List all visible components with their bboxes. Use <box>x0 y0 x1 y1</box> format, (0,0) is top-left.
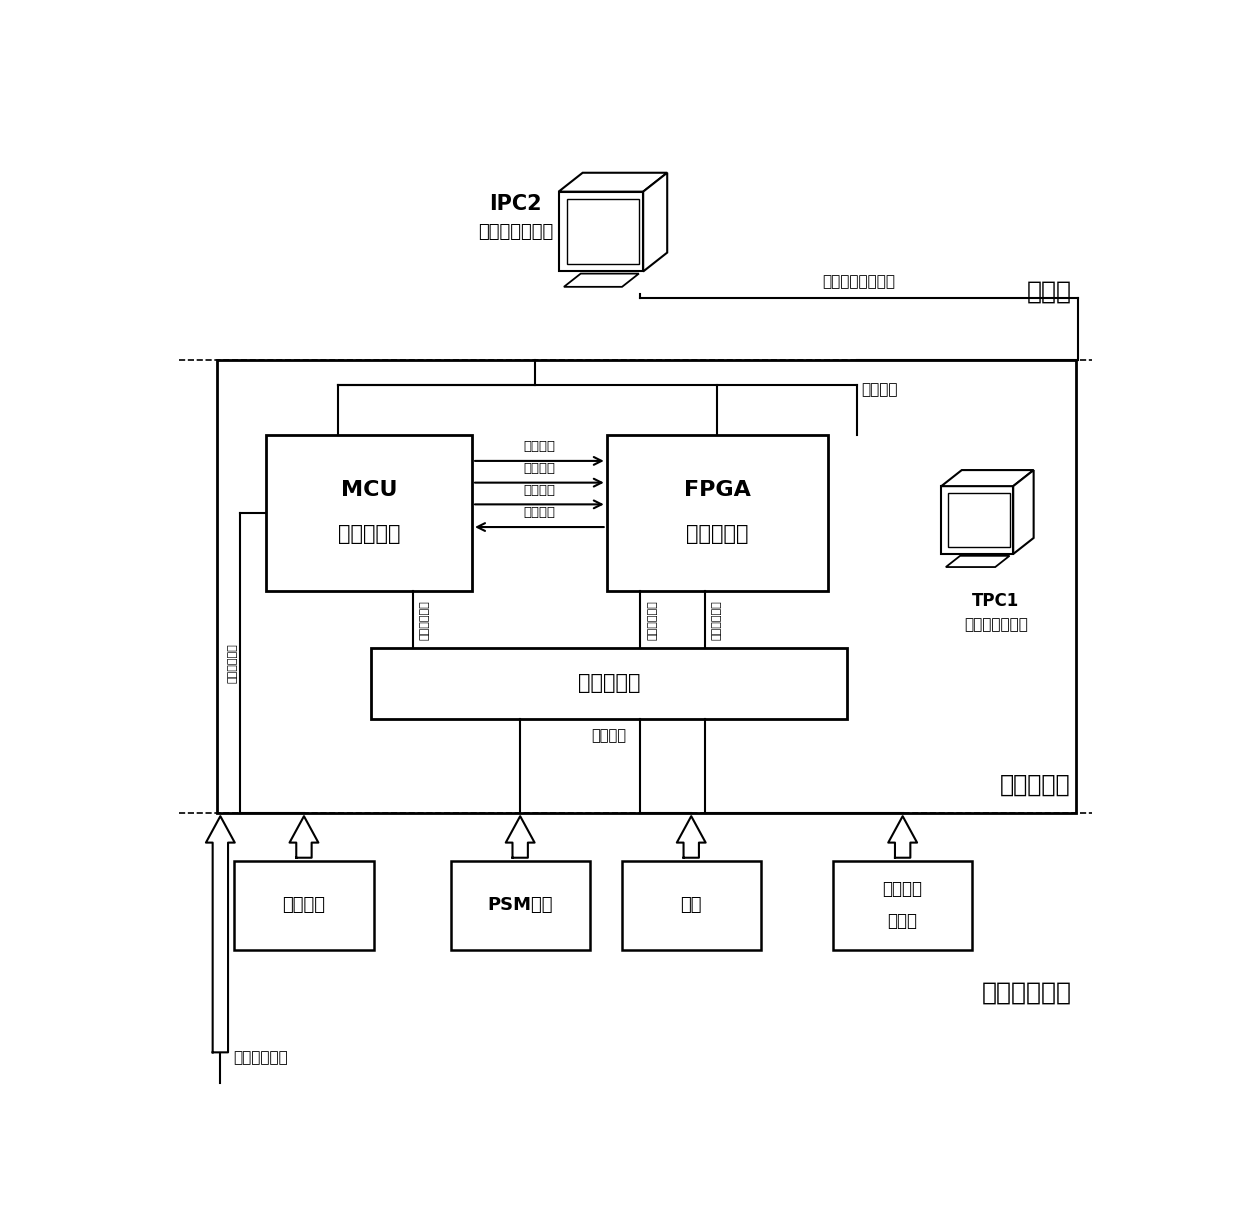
Text: FPGA: FPGA <box>683 480 750 499</box>
Text: 准备指令: 准备指令 <box>523 440 556 453</box>
Polygon shape <box>558 191 644 271</box>
Bar <box>265 436 472 591</box>
Bar <box>450 860 590 950</box>
Polygon shape <box>946 556 1009 567</box>
Bar <box>833 860 972 950</box>
Text: 启动指令: 启动指令 <box>523 463 556 475</box>
Bar <box>606 436 828 591</box>
Polygon shape <box>290 816 319 858</box>
Polygon shape <box>941 470 1034 486</box>
Text: 光纤连接: 光纤连接 <box>591 729 626 744</box>
Text: 多芯电缆连接: 多芯电缆连接 <box>712 600 722 639</box>
Text: 多芯电缆连接: 多芯电缆连接 <box>228 643 238 683</box>
Text: 多芯电缆连接: 多芯电缆连接 <box>419 600 429 639</box>
Bar <box>217 360 1075 814</box>
Polygon shape <box>888 816 918 858</box>
Text: MCU: MCU <box>341 480 397 499</box>
Text: 软启动柜: 软启动柜 <box>283 897 325 914</box>
Polygon shape <box>677 816 706 858</box>
Text: 负载: 负载 <box>681 897 702 914</box>
Text: 串口通讯: 串口通讯 <box>862 383 898 398</box>
Text: TPC1: TPC1 <box>972 591 1019 610</box>
Text: 外部控制指令: 外部控制指令 <box>233 1050 288 1065</box>
Polygon shape <box>949 493 1009 547</box>
Text: 控制室: 控制室 <box>1027 280 1071 303</box>
Polygon shape <box>506 816 534 858</box>
Polygon shape <box>567 200 640 264</box>
Bar <box>234 860 373 950</box>
Text: 脉冲控制器: 脉冲控制器 <box>686 524 749 544</box>
Bar <box>621 860 761 950</box>
Text: 高压关闭: 高压关闭 <box>523 507 556 519</box>
Text: 逻辑控制器: 逻辑控制器 <box>337 524 401 544</box>
Text: 本地控制柜: 本地控制柜 <box>1001 772 1071 796</box>
Text: 电源设备现场: 电源设备现场 <box>982 980 1071 1005</box>
Polygon shape <box>644 173 667 271</box>
Text: 测控箱: 测控箱 <box>888 913 918 930</box>
Text: 光电转换箱: 光电转换箱 <box>578 674 640 693</box>
Bar <box>371 648 847 719</box>
Polygon shape <box>558 173 667 191</box>
Text: 本地控制计算机: 本地控制计算机 <box>963 617 1028 632</box>
Text: 多芯电缆连接: 多芯电缆连接 <box>647 600 657 639</box>
Text: 网络连接（光纤）: 网络连接（光纤） <box>822 274 895 290</box>
Text: 远程控制计算机: 远程控制计算机 <box>477 223 553 242</box>
Polygon shape <box>941 486 1013 555</box>
Polygon shape <box>564 274 639 287</box>
Polygon shape <box>206 816 234 1053</box>
Text: IPC2: IPC2 <box>489 194 542 213</box>
Text: PSM模块: PSM模块 <box>487 897 553 914</box>
Text: 电压电流: 电压电流 <box>883 881 923 898</box>
Polygon shape <box>1013 470 1034 555</box>
Text: 停止指令: 停止指令 <box>523 483 556 497</box>
